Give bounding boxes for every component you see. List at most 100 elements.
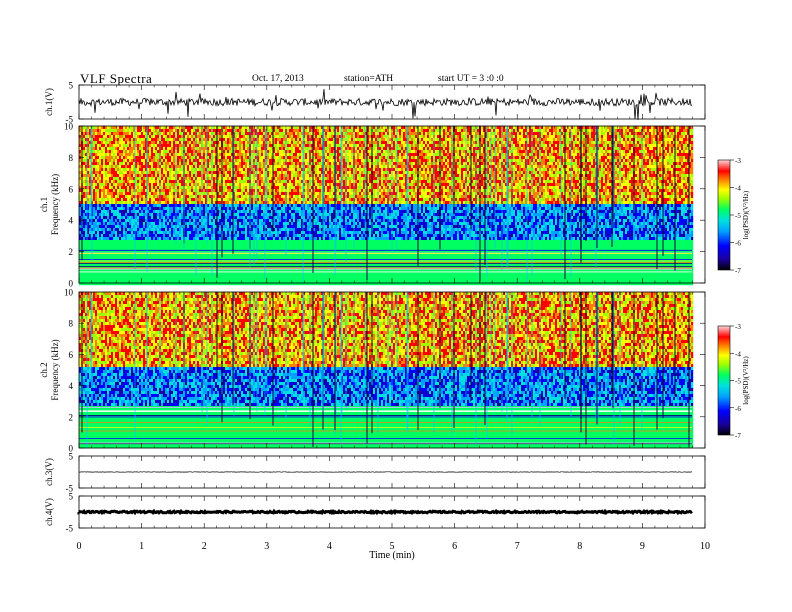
spectrogram-cell	[227, 135, 229, 138]
spectrogram-cell	[625, 159, 627, 162]
spectrogram-cell	[601, 153, 603, 156]
spectrogram-cell	[277, 138, 279, 141]
spectrogram-cell	[343, 159, 345, 162]
spectrogram-cell	[423, 144, 425, 147]
spectrogram-cell	[199, 150, 201, 153]
spectrogram-cell	[223, 135, 225, 138]
spectrogram-cell	[305, 162, 307, 165]
spectrogram-cell	[361, 132, 363, 135]
spectrogram-cell	[631, 138, 633, 141]
spectrogram-cell	[203, 135, 205, 138]
spectrogram-cell	[269, 153, 271, 156]
spectrogram-cell	[401, 132, 403, 135]
spectrogram-cell	[523, 144, 525, 147]
spectrogram-cell	[97, 150, 99, 153]
spectrogram-cell	[165, 132, 167, 135]
spectrogram-cell	[651, 144, 653, 147]
spectrogram-cell	[223, 156, 225, 159]
spectrogram-cell	[383, 141, 385, 144]
spectrogram-cell	[123, 165, 125, 168]
spectrogram-cell	[295, 162, 297, 165]
spectrogram-cell	[605, 162, 607, 165]
spectrogram-cell	[667, 153, 669, 156]
spectrogram-cell	[287, 129, 289, 132]
spectrogram-cell	[191, 135, 193, 138]
spectrogram-cell	[423, 126, 425, 129]
spectrogram-cell	[281, 165, 283, 168]
spectrogram-cell	[187, 147, 189, 150]
spectrogram-cell	[499, 159, 501, 162]
spectrogram-cell	[537, 129, 539, 132]
spectrogram-cell	[139, 147, 141, 150]
spectrogram-cell	[389, 126, 391, 129]
spectrogram-cell	[503, 159, 505, 162]
spectrogram-cell	[243, 126, 245, 129]
spectrogram-cell	[125, 165, 127, 168]
spectrogram-cell	[419, 138, 421, 141]
spectrogram-cell	[535, 156, 537, 159]
spectrogram-cell	[587, 165, 589, 168]
spectrogram-cell	[375, 168, 377, 171]
spectrogram-cell	[645, 165, 647, 168]
spectrogram-cell	[679, 150, 681, 153]
spectrogram-cell	[651, 150, 653, 153]
spectrogram-cell	[399, 171, 401, 174]
spectrogram-cell	[549, 171, 551, 174]
spectrogram-cell	[153, 162, 155, 165]
spectrogram-cell	[669, 132, 671, 135]
spectrogram-cell	[537, 153, 539, 156]
spectrogram-cell	[131, 126, 133, 129]
spectrogram-cell	[599, 147, 601, 150]
spectrogram-cell	[355, 150, 357, 153]
spectrogram-cell	[621, 126, 623, 129]
spectrogram-cell	[605, 150, 607, 153]
spectrogram-cell	[533, 171, 535, 174]
spectrogram-cell	[359, 150, 361, 153]
spectrogram-cell	[203, 141, 205, 144]
spectrogram-cell	[601, 162, 603, 165]
spectrogram-cell	[297, 147, 299, 150]
spectrogram-cell	[615, 153, 617, 156]
spectrogram-cell	[423, 168, 425, 171]
spectrogram-cell	[461, 162, 463, 165]
spectrogram-cell	[319, 141, 321, 144]
spectrogram-cell	[129, 141, 131, 144]
spectrogram-cell	[169, 156, 171, 159]
spectrogram-cell	[315, 147, 317, 150]
spectrogram-cell	[283, 129, 285, 132]
spectrogram-cell	[591, 141, 593, 144]
spectrogram-cell	[121, 171, 123, 174]
spectrogram-cell	[351, 150, 353, 153]
spectrogram-cell	[625, 132, 627, 135]
spectrogram-cell	[295, 171, 297, 174]
spectrogram-cell	[517, 165, 519, 168]
spectrogram-cell	[143, 135, 145, 138]
spectrogram-cell	[423, 153, 425, 156]
spectrogram-cell	[199, 156, 201, 159]
spectrogram-cell	[173, 135, 175, 138]
spectrogram-cell	[409, 144, 411, 147]
spectrogram-cell	[443, 153, 445, 156]
spectrogram-cell	[635, 156, 637, 159]
spectrogram-cell	[421, 129, 423, 132]
spectrogram-cell	[189, 165, 191, 168]
spectrogram-cell	[213, 168, 215, 171]
spectrogram-cell	[167, 153, 169, 156]
spectrogram-cell	[121, 138, 123, 141]
spectrogram-cell	[269, 141, 271, 144]
spectrogram-cell	[287, 153, 289, 156]
spectrogram-cell	[409, 129, 411, 132]
spectrogram-cell	[167, 159, 169, 162]
spectrogram-cell	[107, 132, 109, 135]
spectrogram-cell	[413, 129, 415, 132]
spectrogram-cell	[125, 162, 127, 165]
spectrogram-cell	[461, 150, 463, 153]
spectrogram-cell	[291, 156, 293, 159]
spectrogram-cell	[187, 135, 189, 138]
spectrogram-cell	[203, 150, 205, 153]
spectrogram-cell	[153, 144, 155, 147]
spectrogram-cell	[137, 171, 139, 174]
spectrogram-cell	[129, 138, 131, 141]
spectrogram-cell	[499, 129, 501, 132]
spectrogram-cell	[545, 132, 547, 135]
